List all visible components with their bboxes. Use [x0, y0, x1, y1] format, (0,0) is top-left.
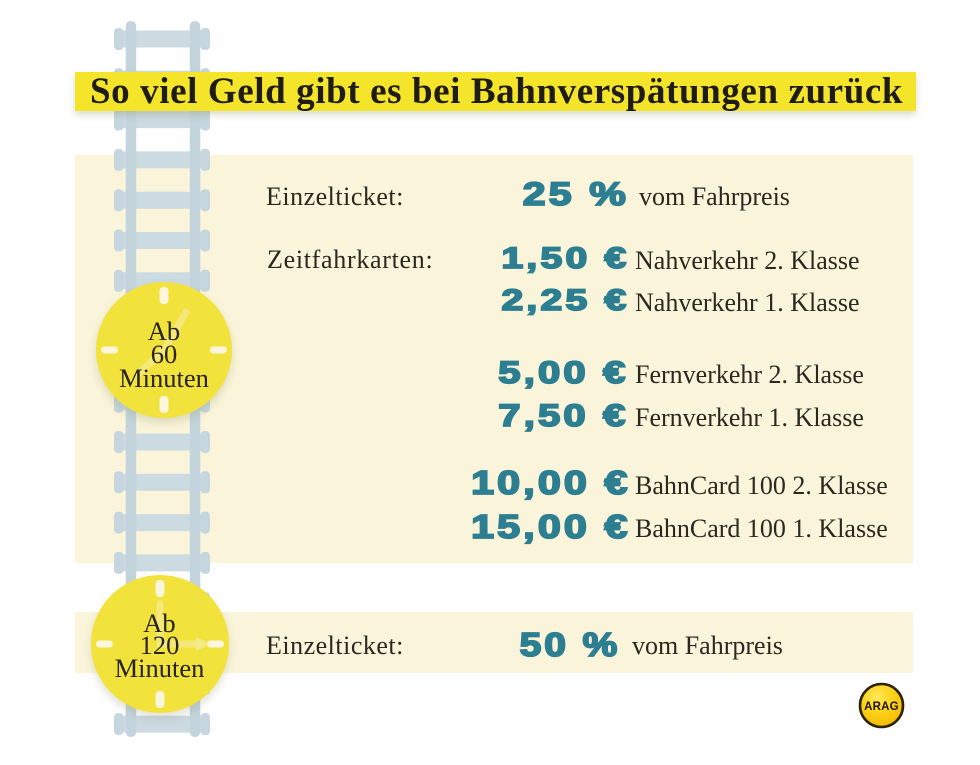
svg-text:ARAG: ARAG [864, 701, 899, 713]
